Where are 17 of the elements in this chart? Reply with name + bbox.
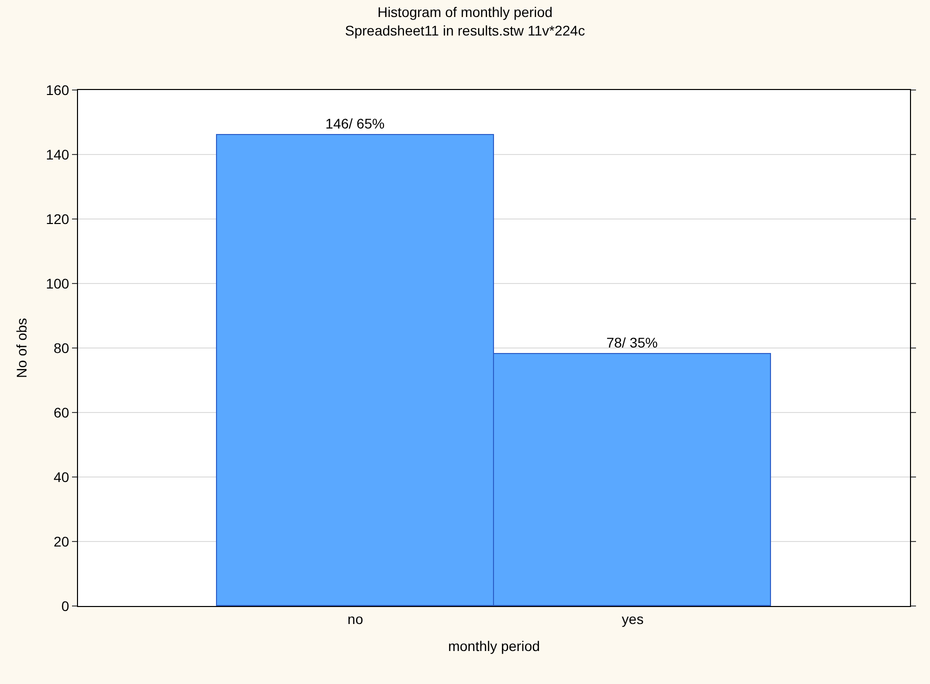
y-tick-label: 160 xyxy=(46,82,70,98)
y-tick-label: 80 xyxy=(54,340,70,356)
data-label: 78/ 35% xyxy=(606,334,658,350)
y-axis-title: No of obs xyxy=(13,318,30,378)
x-axis-title: monthly period xyxy=(448,638,540,654)
chart-subtitle: Spreadsheet11 in results.stw 11v*224c xyxy=(345,22,585,38)
y-tick-label: 100 xyxy=(46,275,70,292)
y-tick-label: 140 xyxy=(46,146,70,162)
y-tick-label: 20 xyxy=(54,533,70,550)
data-label: 146/ 65% xyxy=(325,116,385,132)
y-tick-label: 0 xyxy=(61,598,70,614)
x-tick-label: no xyxy=(348,610,364,627)
y-tick-label: 60 xyxy=(54,404,70,420)
x-tick-label: yes xyxy=(622,610,644,627)
y-tick-label: 40 xyxy=(54,468,70,485)
y-tick-label: 120 xyxy=(46,210,70,227)
chart-title: Histogram of monthly period xyxy=(377,4,553,20)
